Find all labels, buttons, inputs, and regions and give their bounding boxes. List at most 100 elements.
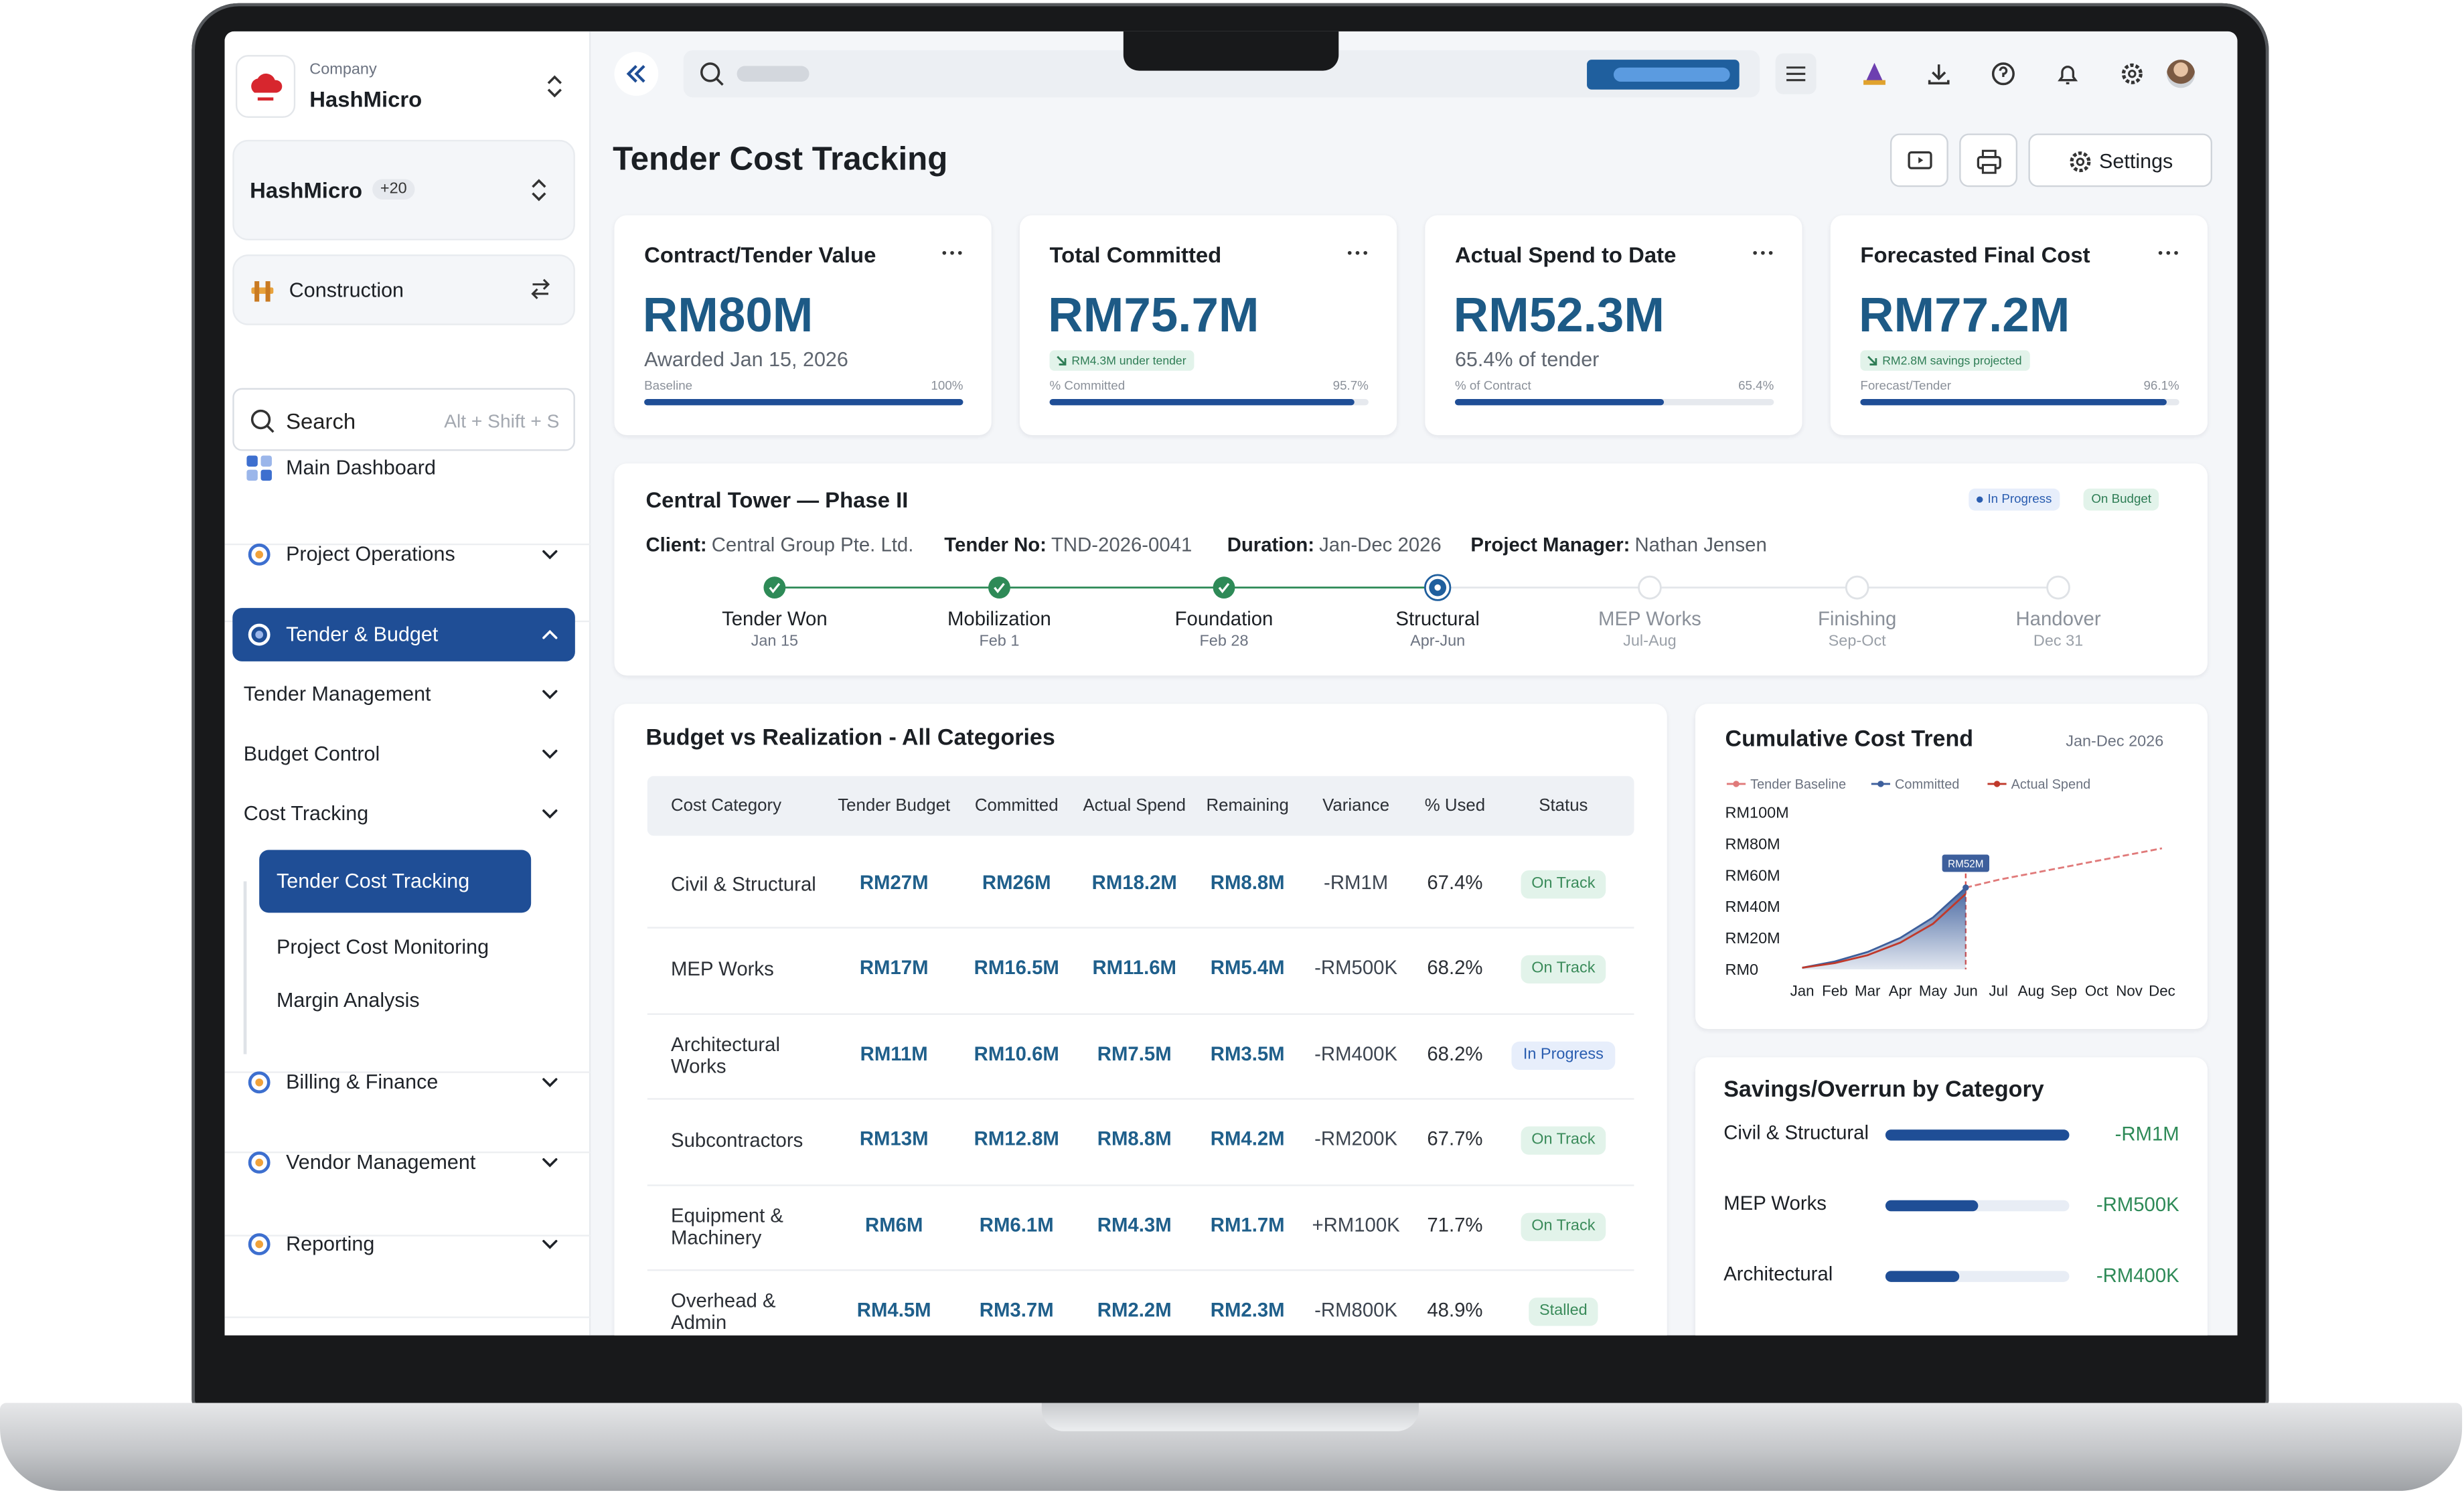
value-cell: RM2.2M [1097,1299,1172,1322]
y-tick-label: RM60M [1725,866,1780,884]
swap-icon [531,279,550,299]
toolbar-icon[interactable] [2112,54,2153,94]
chevron-stroke [542,1078,558,1087]
present-button[interactable] [1890,133,1948,187]
progress-label: % Committed [1049,378,1126,393]
x-tick-label: Jun [1954,983,1978,1000]
category-cell: Overhead & Admin [670,1289,776,1334]
chart-title: Cumulative Cost Trend [1725,726,1973,752]
kpi-title: Actual Spend to Date [1454,242,1677,267]
search-shortcut: Alt + Shift + S [444,410,560,432]
settings-label: Settings [2099,149,2173,173]
x-tick-label: Mar [1855,983,1881,1000]
toolbar-icon[interactable] [1775,53,1817,94]
check [994,582,1005,594]
chevron-icon [542,1240,558,1249]
chevron-stroke [542,809,558,819]
icon-glyph [1786,66,1806,82]
nav-item[interactable]: Tender Cost Tracking [259,850,532,913]
workspace-name: HashMicro [250,177,363,203]
progress-bar [1454,399,1664,406]
trend-icon [1867,355,1877,366]
icon-part [246,455,258,467]
status-badge: In Progress [1500,1041,1626,1071]
user-avatar[interactable] [2166,60,2196,88]
project-detail: Project Manager: Nathan Jensen [1470,534,1766,556]
chevron-icon [542,690,558,700]
filter-pill[interactable] [1587,60,1740,90]
milestone-date: Dec 31 [2033,631,2083,649]
table-title: Budget vs Realization - All Categories [645,726,1055,751]
module-selector[interactable]: Construction [232,254,575,325]
milestone-name: Foundation [1175,608,1274,630]
icon-glyph [1863,62,1885,85]
budget-table-card: Budget vs Realization - All Categories Co… [614,704,1667,1336]
nav-item[interactable]: Main Dashboard [232,441,575,495]
toolbar-icon[interactable] [1983,54,2023,94]
milestone-upcoming [1638,575,1662,600]
x-tick-label: Jan [1790,983,1815,1000]
nav-item[interactable]: Billing & Finance [232,1056,575,1109]
value-cell: RM8.8M [1210,872,1285,894]
status-pill: On Track [1520,1126,1606,1155]
search-icon [250,409,275,433]
toolbar-icon[interactable] [1854,54,1895,94]
value-cell: -RM400K [1314,1043,1398,1065]
switch-up [547,75,562,84]
progress-track [1049,399,1369,406]
nav-item[interactable]: Budget Control [232,727,575,781]
status-text: On Track [1531,1217,1596,1235]
savings-bar [1885,1200,1978,1212]
value-cell: RM3.7M [979,1299,1054,1322]
print-button[interactable] [1959,133,2018,187]
sidebar-search[interactable]: Search Alt + Shift + S [232,388,575,451]
help-ring [1991,62,2015,86]
workspace-selector[interactable]: HashMicro +20 [232,139,575,241]
savings-bar [1885,1271,1959,1282]
project-detail: Client: Central Group Pte. Ltd. [645,534,913,556]
nav-label: Budget Control [243,741,380,765]
nav-label: Reporting [286,1231,375,1255]
arrow [1057,355,1067,366]
detail-value: Nathan Jensen [1634,534,1767,556]
nav-item[interactable]: Tender & Budget [232,608,575,661]
settings-button[interactable]: Settings [2028,133,2213,187]
company-logo[interactable] [235,55,296,118]
dot [1753,250,1757,255]
legend-label: Committed [1895,777,1959,792]
nav-item[interactable]: Cost Tracking [232,787,575,841]
global-search[interactable] [683,50,1760,98]
collapse-button[interactable] [614,52,659,96]
status-badge: On Track [1500,870,1626,899]
nav-item[interactable]: Project Cost Monitoring [259,916,531,979]
milestone-date: Feb 1 [979,631,1019,649]
nav-item[interactable]: Margin Analysis [259,969,531,1032]
page-title: Tender Cost Tracking [613,141,948,178]
kpi-value: RM80M [642,287,814,343]
camera-notch [1123,31,1339,71]
status-pill: On Track [1520,870,1606,899]
column-header: % Used [1424,796,1486,815]
y-tick-label: RM100M [1725,803,1789,821]
nav-label: Project Cost Monitoring [277,935,489,959]
toolbar-icon[interactable] [2048,54,2088,94]
nav-item[interactable]: Vendor Management [232,1136,575,1190]
search-placeholder: Search [286,408,356,434]
search-icon [700,62,724,86]
status-pill: Stalled [1528,1297,1599,1326]
project-card: Central Tower — Phase II In Progress On Bu… [614,463,2208,676]
nav-item[interactable]: Tender Management [232,667,575,721]
detail-value: Jan-Dec 2026 [1319,534,1442,556]
status-badge: On Budget [2083,488,2159,511]
annotation-box [1942,854,1990,872]
nav-item[interactable]: Project Operations [232,528,575,581]
detail-label: Client: [645,534,707,556]
chevron-stroke [542,749,558,759]
nav-icon [248,623,271,646]
status-badge-text: In Progress [1987,491,2052,506]
toolbar-icon[interactable] [1918,54,1959,94]
swap-arrows [531,279,550,299]
progress-label: % of Contract [1454,378,1531,393]
nav-item[interactable]: Reporting [232,1218,575,1271]
value-cell: RM11.6M [1092,957,1177,979]
